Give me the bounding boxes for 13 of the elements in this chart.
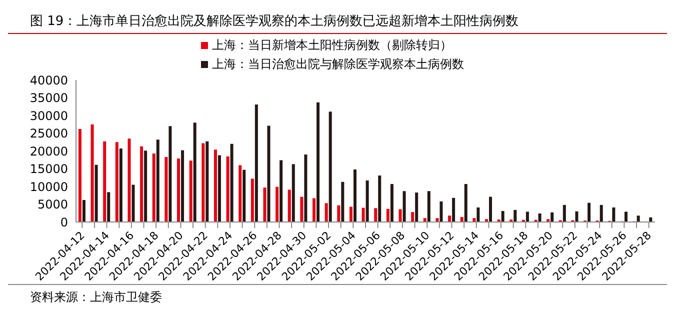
y-tick-label: 40000 xyxy=(30,73,68,88)
legend-label: 上海：当日治愈出院与解除医学观察本土病例数 xyxy=(212,57,464,71)
y-tick-label: 5000 xyxy=(37,198,68,212)
y-tick-label: 30000 xyxy=(30,108,68,123)
y-tick-label: 0 xyxy=(60,215,68,230)
legend-label: 上海：当日新增本土阳性病例数（剔除转归） xyxy=(212,38,452,52)
y-tick-label: 25000 xyxy=(30,126,68,141)
y-tick-label: 10000 xyxy=(30,180,68,194)
y-tick-label: 20000 xyxy=(30,144,68,158)
text: 资料来源：上海市卫健委 xyxy=(8,284,667,306)
y-tick-label: 15000 xyxy=(30,162,68,176)
chart-title: 图 19：上海市单日治愈出院及解除医学观察的本土病例数已远超新增本土阳性病例数 xyxy=(8,8,667,34)
y-tick-label: 35000 xyxy=(30,91,68,106)
